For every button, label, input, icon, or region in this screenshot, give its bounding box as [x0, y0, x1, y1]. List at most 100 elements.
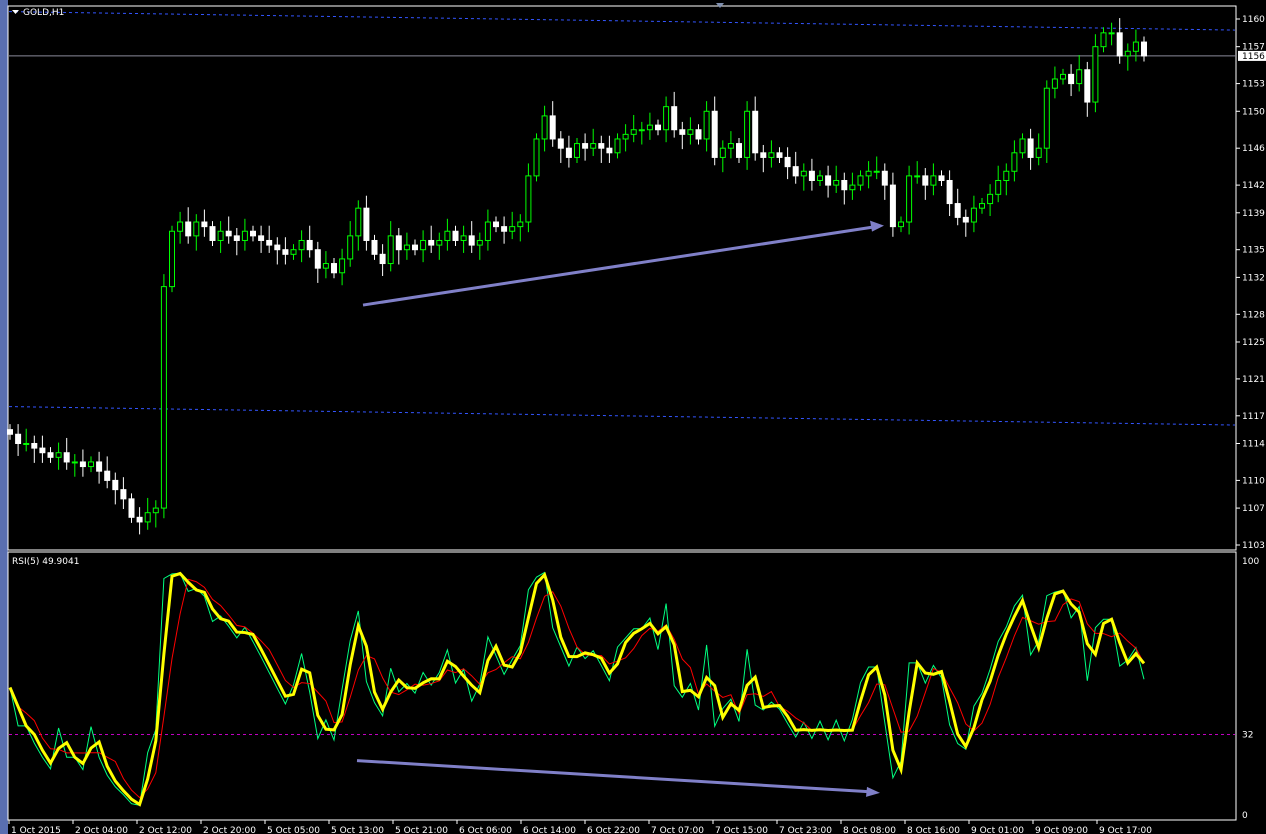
- candle-body: [663, 106, 670, 131]
- candle-body: [954, 203, 961, 218]
- time-tick-label: 7 Oct 15:00: [715, 826, 768, 834]
- candle-body: [695, 129, 702, 140]
- candle-body: [152, 507, 159, 514]
- candle-body: [1141, 41, 1147, 57]
- dropdown-triangle-icon[interactable]: [12, 10, 19, 14]
- candle-body: [614, 138, 621, 154]
- time-tick-label: 1 Oct 2015: [11, 826, 61, 834]
- candle-body: [266, 239, 273, 246]
- candle-body: [209, 226, 216, 241]
- scroll-marker-icon[interactable]: [716, 3, 724, 8]
- candle-body: [930, 175, 937, 186]
- candle-body: [88, 461, 94, 468]
- candle-body: [881, 170, 888, 186]
- candle-body: [1124, 50, 1131, 57]
- price-tick-label: 1139: [1242, 209, 1265, 219]
- candle-body: [525, 175, 532, 223]
- candle-body: [719, 147, 726, 158]
- candle-body: [444, 230, 451, 241]
- main-pane: [7, 5, 1237, 551]
- time-tick-label: 7 Oct 23:00: [779, 826, 832, 834]
- candle-body: [169, 230, 175, 288]
- candle-body: [331, 263, 337, 274]
- rsi-pane: [7, 551, 1237, 821]
- candle-body: [484, 221, 491, 241]
- candle-body: [865, 170, 872, 177]
- candle-body: [744, 110, 751, 158]
- candle-body: [922, 175, 929, 186]
- candle-body: [217, 230, 224, 241]
- candle-body: [7, 429, 13, 435]
- price-tick-label: 1135: [1242, 246, 1265, 256]
- candle-body: [290, 249, 297, 255]
- candle-body: [476, 239, 483, 246]
- candle-body: [1027, 138, 1034, 158]
- price-tick-label: 1125: [1242, 338, 1265, 348]
- candle-body: [671, 106, 678, 131]
- candle-body: [120, 489, 127, 500]
- candle-body: [1051, 78, 1058, 89]
- candle-body: [371, 239, 378, 255]
- candle-body: [898, 221, 904, 228]
- candle-body: [703, 110, 710, 140]
- candle-body: [468, 235, 475, 246]
- candle-body: [15, 433, 22, 444]
- candle-body: [784, 156, 791, 168]
- upper-band-line: [8, 11, 1236, 31]
- price-tick-label: 1160: [1242, 15, 1265, 25]
- price-tick-label: 1157: [1242, 43, 1265, 53]
- candle-body: [1035, 147, 1042, 158]
- symbol-label: GOLD,H1: [23, 8, 64, 18]
- candle-body: [1116, 32, 1123, 57]
- candle-body: [322, 263, 329, 269]
- time-tick-label: 6 Oct 22:00: [587, 826, 640, 834]
- candle-body: [906, 175, 913, 223]
- candle-body: [590, 143, 597, 149]
- price-tick-label: 1121: [1242, 375, 1265, 385]
- candle-body: [63, 452, 70, 463]
- candle-body: [557, 138, 564, 149]
- candle-body: [1019, 138, 1026, 154]
- candle-body: [387, 235, 394, 265]
- price-tick-label: 1110: [1242, 476, 1265, 486]
- candle-body: [79, 461, 86, 468]
- candle-body: [96, 461, 103, 472]
- time-tick-label: 9 Oct 01:00: [971, 826, 1024, 834]
- candle-body: [800, 170, 807, 177]
- time-tick-label: 5 Oct 05:00: [267, 826, 320, 834]
- rsi-main-line: [8, 571, 1146, 807]
- candle-body: [339, 258, 346, 274]
- price-tick-label: 1128: [1242, 310, 1265, 320]
- candle-body: [638, 129, 645, 132]
- candle-body: [979, 203, 985, 209]
- candle-body: [395, 235, 402, 251]
- candle-body: [412, 244, 418, 251]
- candle-body: [630, 129, 637, 135]
- candle-body: [160, 286, 167, 509]
- candle-body: [306, 239, 313, 251]
- candle-body: [258, 235, 265, 241]
- candle-body: [517, 221, 524, 228]
- candle-body: [460, 235, 467, 241]
- candle-body: [136, 516, 143, 523]
- candle-body: [727, 143, 734, 149]
- time-tick-label: 9 Oct 17:00: [1099, 826, 1152, 834]
- candle-body: [914, 175, 921, 178]
- time-tick-label: 6 Oct 14:00: [523, 826, 576, 834]
- arrowhead-icon: [866, 786, 880, 797]
- candle-body: [946, 179, 953, 205]
- candle-body: [428, 239, 435, 246]
- candle-body: [768, 152, 775, 158]
- time-tick-label: 8 Oct 08:00: [843, 826, 896, 834]
- candle-body: [938, 175, 945, 181]
- candle-body: [736, 143, 742, 158]
- candle-body: [225, 230, 232, 237]
- candle-body: [655, 124, 661, 131]
- candle-body: [817, 175, 823, 181]
- candle-body: [185, 221, 192, 237]
- price-tick-label: 1132: [1242, 273, 1265, 283]
- candle-body: [403, 244, 410, 251]
- candle-body: [873, 170, 880, 173]
- candle-body: [808, 170, 815, 181]
